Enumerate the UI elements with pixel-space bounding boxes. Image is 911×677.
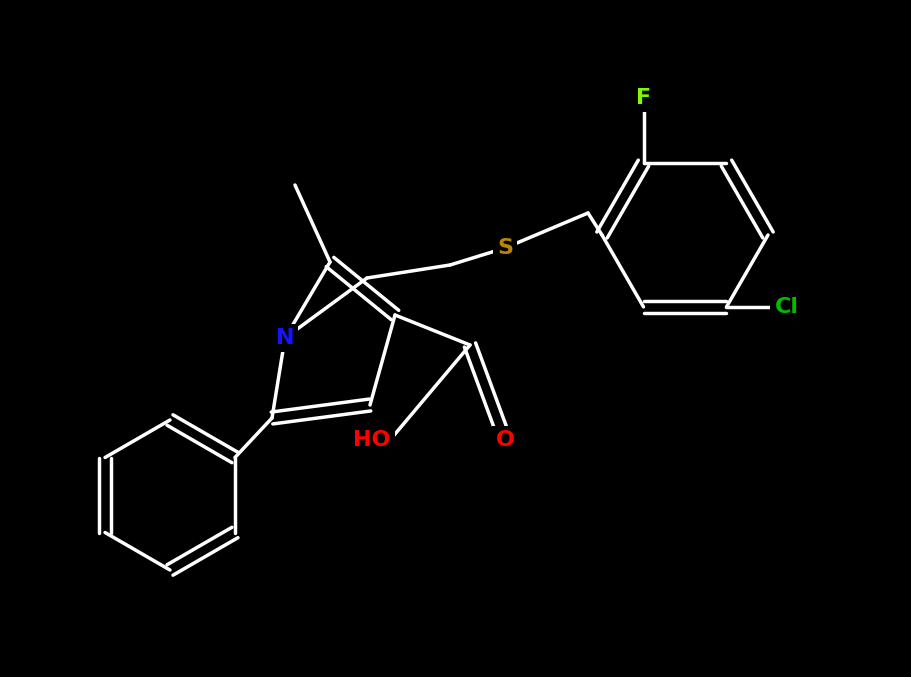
Text: N: N <box>276 328 294 348</box>
Text: F: F <box>636 88 651 108</box>
Text: Cl: Cl <box>774 297 799 317</box>
Text: HO: HO <box>353 430 391 450</box>
Text: O: O <box>496 430 515 450</box>
Text: S: S <box>497 238 513 258</box>
